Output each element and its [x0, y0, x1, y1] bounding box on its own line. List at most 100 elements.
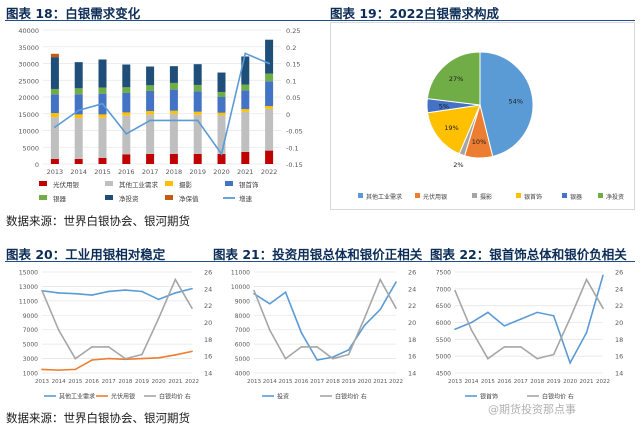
series-line-0 [454, 275, 604, 365]
bar-segment-imaging [74, 114, 83, 119]
legend-swatch-investment [105, 195, 113, 200]
x-tick-label: 2022 [185, 379, 199, 385]
legend-swatch [415, 193, 420, 198]
series-point-1 [503, 346, 506, 348]
y-tick-label: 7000 [436, 286, 451, 293]
bar-segment-imaging [241, 109, 250, 112]
legend-label: 其他工业需求 [59, 393, 95, 401]
divider-top [5, 20, 635, 21]
y-tick-label: 5000 [436, 354, 451, 361]
legend-swatch-industrial [105, 181, 113, 186]
series-point-1 [107, 357, 110, 360]
y2-tick-label: 0.1 [286, 77, 296, 85]
x-tick-label: 2021 [373, 379, 387, 385]
x-tick-label: 2019 [135, 379, 149, 385]
x-tick-label: 2014 [70, 168, 87, 176]
fig18-title: 图表 18：白银需求变化 [6, 6, 141, 21]
series-point-1 [332, 357, 334, 360]
legend-swatch [516, 193, 521, 198]
legend-label: 投资 [277, 393, 289, 401]
series-point-1 [157, 357, 160, 359]
bar-segment-jewelry [193, 91, 202, 112]
bar-segment-jewelry [169, 89, 178, 111]
series-point-2 [57, 329, 60, 331]
series-point-0 [379, 308, 382, 311]
series-point-0 [268, 302, 271, 305]
series-point-0 [347, 349, 350, 351]
series-point-2 [141, 353, 143, 356]
series-point-0 [91, 294, 93, 296]
bar-segment-photo [217, 153, 226, 164]
series-point-1 [569, 317, 571, 320]
bar-segment-imaging [50, 113, 59, 118]
x-tick-label: 2019 [189, 168, 206, 176]
growth-point [173, 119, 175, 122]
y2-tick-label: 0.25 [286, 27, 300, 35]
series-point-0 [536, 311, 539, 314]
series-point-2 [107, 346, 110, 348]
x-tick-label: 2020 [563, 379, 577, 385]
chart-industrial-silver: 1000 3000 5000 7000 9000 11000 13000 15000 14 16 1… [19, 269, 212, 401]
y-tick-label: 10000 [231, 284, 250, 291]
y-tick-label: 40000 [18, 27, 39, 35]
y2-tick-label: 22 [204, 302, 212, 310]
y2-tick-label: 22 [408, 302, 416, 310]
legend-label: 银首饰 [524, 193, 542, 201]
growth-point [244, 52, 247, 55]
series-point-0 [552, 314, 555, 317]
y2-tick-label: 18 [615, 336, 623, 344]
growth-point [196, 119, 199, 122]
bar-segment-investment [50, 57, 59, 89]
y2-tick-label: 16 [408, 353, 416, 361]
pie-label: 2% [453, 161, 463, 169]
growth-point [54, 126, 56, 129]
pie-slice-jewelry [427, 104, 481, 155]
y2-tick-label: -0.05 [286, 128, 303, 136]
y-tick-label: 7000 [235, 327, 250, 334]
legend-label: 白银均价 右 [542, 393, 574, 401]
y-tick-label: 10000 [18, 128, 39, 136]
legend-label: 净投资 [119, 194, 139, 203]
growth-point [149, 119, 152, 122]
bar-segment-imaging [122, 112, 131, 116]
x-tick-label: 2015 [279, 379, 293, 385]
y-tick-label: 11000 [231, 270, 250, 277]
x-tick-label: 2015 [481, 379, 495, 385]
y2-tick-label: -0.15 [286, 161, 303, 169]
x-tick-label: 2021 [580, 379, 594, 385]
pie-label: 5% [439, 102, 449, 110]
legend-swatch [358, 193, 363, 198]
y2-tick-label: 0.15 [286, 61, 300, 69]
legend-label: 白银均价 右 [335, 393, 367, 401]
bar-segment-photo [241, 151, 250, 164]
y-tick-label: 25000 [18, 77, 39, 85]
chart-2022-demand-composition: 54% 10% 2% 19% 5% 27% 其他工业需求 光伏用银 摄影 银首饰 银器 净投资 [330, 22, 635, 210]
y-tick-label: 20000 [18, 94, 39, 102]
series-point-1 [141, 357, 143, 360]
series-point-1 [602, 307, 604, 309]
series-point-1 [585, 278, 588, 281]
y-tick-label: 1000 [23, 371, 38, 378]
bar-segment-coins [50, 88, 59, 95]
growth-point [125, 132, 128, 135]
series-point-1 [174, 354, 177, 356]
x-tick-label: 2016 [85, 379, 99, 385]
y2-tick-label: 20 [615, 319, 623, 327]
y-tick-label: 0 [35, 161, 39, 169]
legend-label: 摄影 [480, 193, 492, 201]
series-point-2 [157, 317, 160, 320]
series-point-0 [395, 281, 397, 283]
fig21-title: 图表 21：投资用银总体和银价正相关 [213, 247, 423, 262]
y-tick-label: 13000 [19, 284, 38, 291]
series-point-0 [57, 292, 60, 294]
bar-segment-imaging [193, 111, 202, 115]
series-point-2 [191, 307, 193, 309]
y-tick-label: 5500 [436, 337, 451, 344]
bar-segment-investment [169, 66, 178, 83]
bar-segment-investment [146, 66, 155, 86]
x-tick-label: 2013 [35, 379, 49, 385]
bar-segment-industrial [193, 114, 202, 154]
x-tick-label: 2018 [530, 379, 544, 385]
y-tick-label: 15000 [18, 111, 39, 119]
bar-segment-coins [217, 91, 226, 97]
